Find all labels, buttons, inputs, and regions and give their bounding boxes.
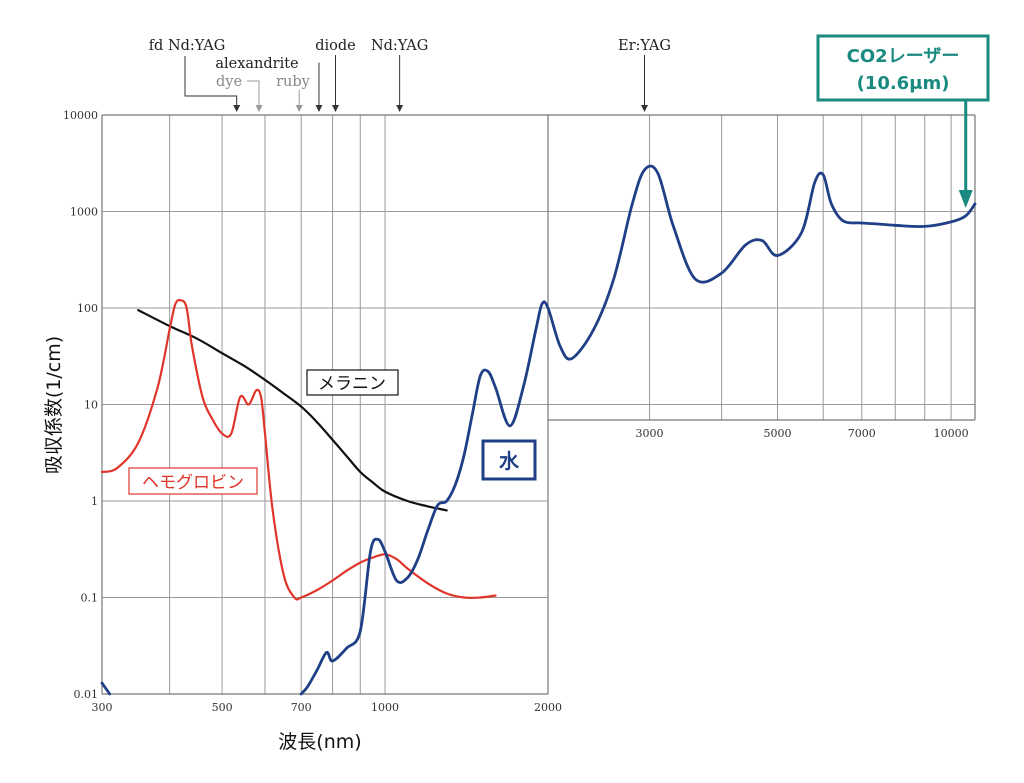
water-label-text: 水 [499,449,520,473]
co2-arrow-head [958,190,973,208]
x-tick-label: 500 [212,701,233,714]
y-tick-label: 100 [77,302,98,315]
water-curve [100,681,112,696]
laser-label: Er:YAG [618,38,671,54]
laser-label: dye [216,74,242,90]
laser-pointer-line [247,80,260,106]
x-tick-label: 1000 [371,701,399,714]
melanin-label: メラニン [306,369,399,396]
water-curve [299,164,977,696]
laser-arrowhead [295,105,303,112]
laser-label: alexandrite [215,56,298,72]
x-axis-title: 波長(nm) [278,731,361,753]
y-tick-label: 0.01 [74,688,99,701]
co2-callout-line1: CO2レーザー [847,46,960,67]
laser-label: fd Nd:YAG [149,38,226,54]
hemoglobin-curve [100,298,497,601]
co2-callout: CO2レーザー (10.6μm) [816,34,990,208]
x-tick-label: 700 [291,701,312,714]
laser-markers: fd Nd:YAG alexandrite dye ruby diode Nd:YAG Er… [149,38,671,112]
laser-label: diode [315,38,356,54]
hemoglobin-label-text: ヘモグロビン [142,473,244,493]
y-tick-label: 10000 [63,109,98,122]
laser-arrowhead [255,105,263,112]
laser-arrowhead [640,105,648,112]
laser-label: Nd:YAG [371,38,428,54]
y-tick-label: 1000 [70,206,98,219]
x-tick-label: 10000 [934,427,969,440]
x-tick-label: 2000 [534,701,562,714]
x-tick-label: 3000 [636,427,664,440]
melanin-curve [137,309,448,512]
water-label: 水 [481,439,537,481]
y-axis-title: 吸収係数(1/cm) [43,336,65,474]
y-tick-label: 1 [91,495,98,508]
hemoglobin-label: ヘモグロビン [128,467,258,495]
laser-arrowhead [233,105,241,112]
co2-callout-line2: (10.6μm) [857,73,950,94]
laser-pointer-line [184,56,238,106]
melanin-label-text: メラニン [318,374,386,394]
laser-label: ruby [276,74,311,90]
laser-arrowhead [396,105,404,112]
y-tick-label: 10 [84,399,98,412]
x-tick-label: 300 [92,701,113,714]
chart-grid [101,114,976,695]
y-tick-label: 0.1 [81,592,99,605]
x-tick-label: 5000 [764,427,792,440]
x-tick-label: 7000 [848,427,876,440]
laser-arrowhead [332,105,340,112]
laser-arrowhead [315,105,323,112]
chart-curves [100,164,977,696]
